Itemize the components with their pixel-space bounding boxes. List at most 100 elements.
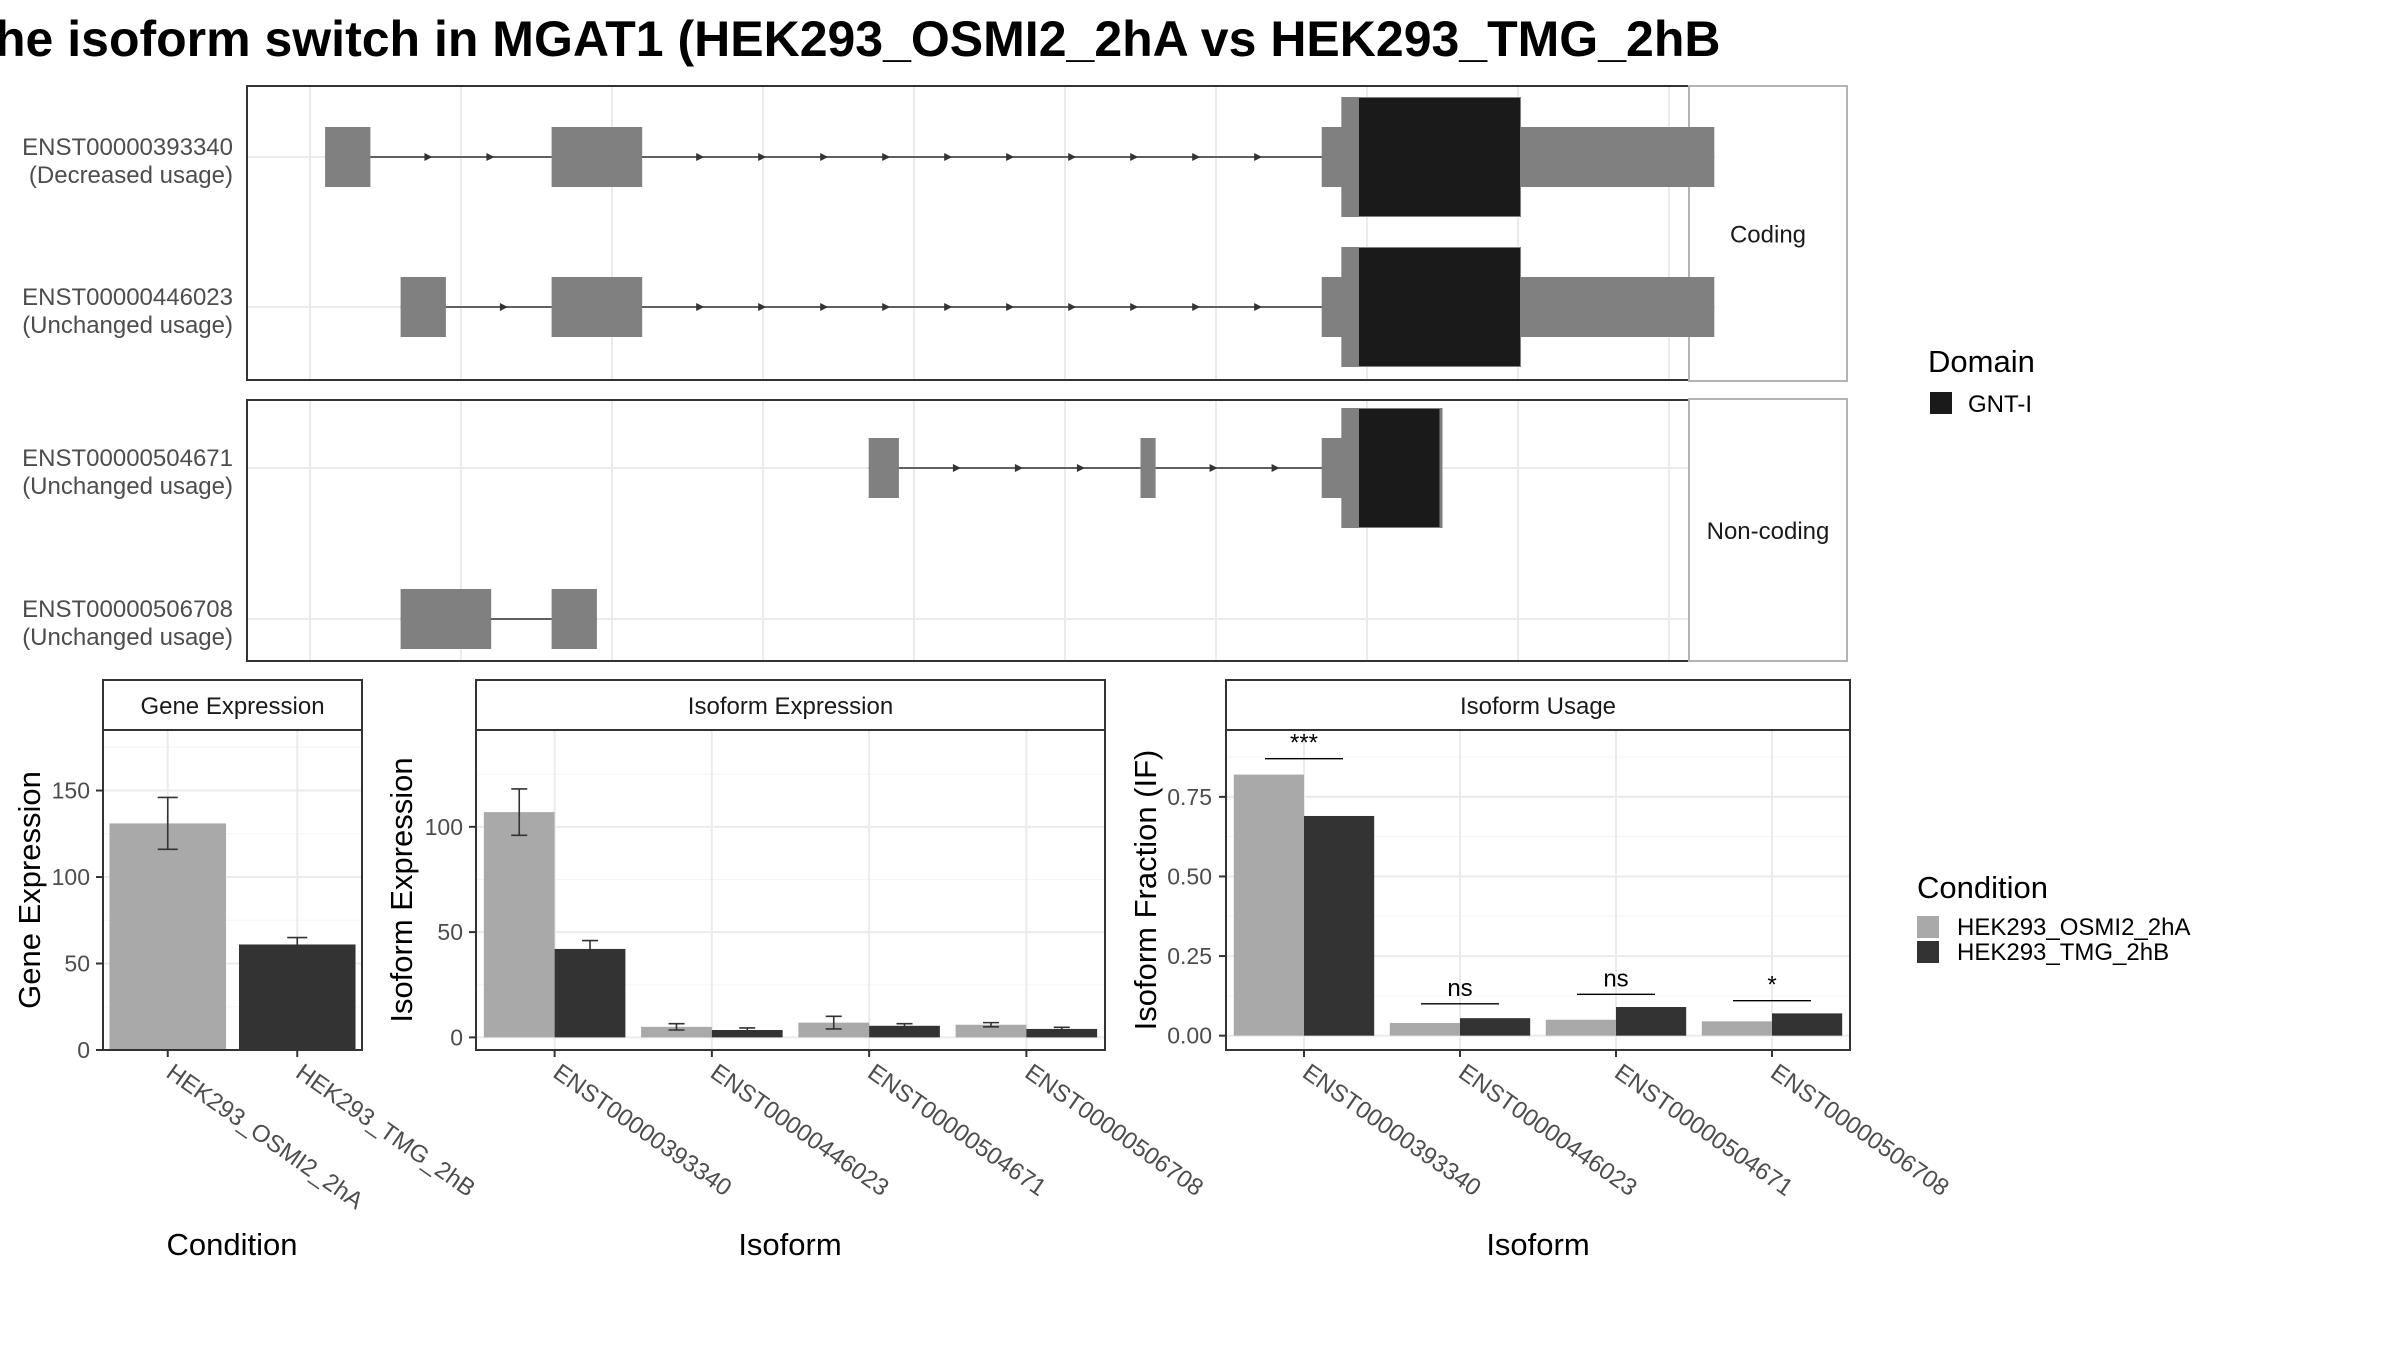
direction-arrow <box>1130 153 1139 161</box>
y-tick-label: 100 <box>52 864 90 890</box>
direction-arrow <box>820 153 829 161</box>
condition-legend-swatch <box>1917 941 1939 963</box>
transcript-id-label: ENST00000506708 <box>22 596 233 623</box>
y-axis-title: Isoform Fraction (IF) <box>1128 750 1163 1031</box>
y-tick-label: 0 <box>77 1037 90 1063</box>
exon <box>551 277 643 337</box>
exon <box>1669 127 1715 187</box>
direction-arrow <box>1192 303 1201 311</box>
direction-arrow <box>1006 153 1015 161</box>
significance-label: * <box>1767 972 1776 999</box>
domain-block <box>1359 248 1520 366</box>
transcript-id-label: ENST00000504671 <box>22 445 233 472</box>
bar <box>798 1022 870 1038</box>
exon <box>868 438 899 498</box>
bar <box>1460 1018 1531 1036</box>
direction-arrow <box>499 303 508 311</box>
error-bar <box>896 1022 913 1029</box>
bar <box>1701 1021 1772 1036</box>
error-bar <box>582 939 599 959</box>
direction-arrow <box>424 153 433 161</box>
bar <box>554 948 626 1038</box>
exon <box>1518 277 1669 337</box>
error-bar <box>287 936 308 953</box>
domain-legend-title: Domain <box>1928 344 2035 379</box>
y-tick-label: 100 <box>425 814 463 840</box>
x-axis-title: Isoform <box>1486 1227 1589 1262</box>
bar <box>1616 1007 1687 1036</box>
significance-label: ns <box>1447 975 1472 1002</box>
x-axis-title: Condition <box>167 1227 298 1262</box>
y-tick-label: 0.50 <box>1167 863 1212 889</box>
bar <box>1545 1019 1616 1036</box>
y-tick-label: 0 <box>450 1024 463 1050</box>
bar <box>1304 815 1375 1036</box>
direction-arrow <box>1209 464 1218 472</box>
y-tick-label: 0.75 <box>1167 784 1212 810</box>
transcript-usage-label: (Decreased usage) <box>29 162 233 189</box>
chart-strip-label: Gene Expression <box>140 693 324 720</box>
bar-charts: Gene Expression050100150HEK293_OSMI2_2hA… <box>12 679 1954 1262</box>
panel-strip <box>1688 85 1848 382</box>
error-bar <box>668 1022 685 1031</box>
y-tick-label: 0.00 <box>1167 1023 1212 1049</box>
exon <box>400 589 492 649</box>
panel-strip <box>1688 398 1848 662</box>
direction-arrow <box>1068 153 1077 161</box>
title-clip-mask <box>1862 0 2400 76</box>
chart-strip-label: Isoform Usage <box>1460 693 1616 720</box>
significance-label: *** <box>1290 730 1318 757</box>
plot-border <box>1225 729 1851 1051</box>
transcript-id-label: ENST00000393340 <box>22 134 233 161</box>
significance-label: ns <box>1603 965 1628 992</box>
bar <box>869 1025 940 1038</box>
direction-arrow <box>758 153 767 161</box>
bar <box>109 823 227 1050</box>
exon <box>551 589 597 649</box>
y-tick-label: 50 <box>437 919 463 945</box>
direction-arrow <box>1014 464 1023 472</box>
bar <box>711 1030 783 1038</box>
direction-arrow <box>696 303 705 311</box>
direction-arrow <box>696 153 705 161</box>
transcript-usage-label: (Unchanged usage) <box>22 473 233 500</box>
bar <box>238 944 356 1050</box>
direction-arrow <box>944 153 953 161</box>
domain-legend-swatch <box>1930 392 1952 414</box>
direction-arrow <box>1192 153 1201 161</box>
y-tick-label: 0.25 <box>1167 943 1212 969</box>
direction-arrow <box>882 153 891 161</box>
chart-strip <box>475 679 1106 731</box>
direction-arrow <box>1254 303 1263 311</box>
figure-title: he isoform switch in MGAT1 (HEK293_OSMI2… <box>0 11 1720 67</box>
bar-chart-3: Isoform Usage***ns ns *0.000.250.500.75ENS… <box>1128 679 1954 1262</box>
y-axis-title: Isoform Expression <box>384 757 419 1022</box>
direction-arrow <box>952 464 961 472</box>
direction-arrow <box>1254 153 1263 161</box>
direction-arrow <box>1130 303 1139 311</box>
direction-arrow <box>486 153 495 161</box>
direction-arrow <box>1068 303 1077 311</box>
exon <box>1140 438 1156 498</box>
error-bar <box>825 1015 842 1030</box>
exon <box>400 277 446 337</box>
bar <box>1233 774 1304 1036</box>
x-axis-title: Isoform <box>738 1227 841 1262</box>
error-bar <box>1053 1026 1070 1032</box>
transcript-usage-label: (Unchanged usage) <box>22 624 233 651</box>
bar <box>483 812 555 1038</box>
panel-strip-label: Coding <box>1730 222 1806 249</box>
bar <box>1389 1022 1460 1036</box>
direction-arrow <box>1006 303 1015 311</box>
direction-arrow <box>1076 464 1085 472</box>
y-tick-label: 50 <box>64 951 90 977</box>
condition-legend-label: HEK293_TMG_2hB <box>1957 939 2169 966</box>
condition-legend-title: Condition <box>1917 870 2048 905</box>
direction-arrow <box>1271 464 1280 472</box>
plot-border <box>475 729 1106 1051</box>
chart-strip <box>1225 679 1851 731</box>
condition-legend-label: HEK293_OSMI2_2hA <box>1957 914 2190 941</box>
bar-chart-2: Isoform Expression050100ENST00000393340E… <box>384 679 1208 1262</box>
domain-block <box>1359 409 1440 527</box>
